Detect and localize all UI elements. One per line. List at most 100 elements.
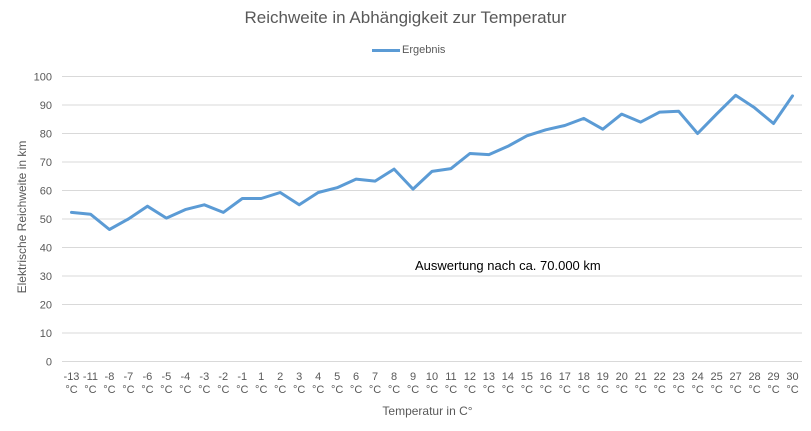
x-tick-label: °C: [445, 384, 457, 396]
y-tick-label: 30: [40, 271, 52, 283]
x-tick-label: 9: [410, 371, 416, 383]
x-tick-label: 15: [521, 371, 533, 383]
x-tick-label: 22: [654, 371, 666, 383]
y-tick-label: 80: [40, 129, 52, 141]
x-tick-label: °C: [654, 384, 666, 396]
x-tick-label: °C: [160, 384, 172, 396]
x-tick-label: -2: [218, 371, 228, 383]
x-tick-label: -7: [124, 371, 134, 383]
x-tick-label: °C: [84, 384, 96, 396]
x-tick-label: -11: [83, 371, 98, 383]
x-tick-label: °C: [122, 384, 134, 396]
x-tick-label: 28: [748, 371, 760, 383]
y-axis-ticks: 0 10 20 30 40 50 60 70 80 90 100: [34, 72, 52, 369]
x-tick-label: °C: [540, 384, 552, 396]
x-tick-label: °C: [141, 384, 153, 396]
y-tick-label: 10: [40, 328, 52, 340]
x-tick-label: °C: [217, 384, 229, 396]
x-tick-label: °C: [502, 384, 514, 396]
x-tick-label: 17: [559, 371, 571, 383]
x-tick-label: °C: [369, 384, 381, 396]
legend-label: Ergebnis: [402, 44, 446, 56]
x-tick-label: °C: [103, 384, 115, 396]
annotation-text: Auswertung nach ca. 70.000 km: [415, 258, 601, 273]
y-tick-label: 100: [34, 72, 52, 84]
x-tick-label: 20: [616, 371, 628, 383]
y-tick-label: 60: [40, 186, 52, 198]
x-tick-label: 18: [578, 371, 590, 383]
x-tick-label: 7: [372, 371, 378, 383]
x-tick-label: °C: [521, 384, 533, 396]
x-tick-label: °C: [729, 384, 741, 396]
x-tick-label: °C: [691, 384, 703, 396]
x-axis-ticks: -13°C-11°C-8°C-7°C-6°C-5°C-4°C-3°C-2°C-1…: [64, 371, 799, 396]
x-tick-label: 3: [296, 371, 302, 383]
x-tick-label: °C: [179, 384, 191, 396]
x-tick-label: -13: [64, 371, 80, 383]
x-tick-label: °C: [559, 384, 571, 396]
x-tick-label: 19: [597, 371, 609, 383]
x-tick-label: 8: [391, 371, 397, 383]
x-tick-label: °C: [331, 384, 343, 396]
x-tick-label: °C: [578, 384, 590, 396]
y-tick-label: 50: [40, 214, 52, 226]
x-tick-label: 16: [540, 371, 552, 383]
x-tick-label: -1: [237, 371, 247, 383]
gridlines: [62, 76, 802, 362]
x-tick-label: 25: [710, 371, 722, 383]
y-tick-label: 0: [46, 357, 52, 369]
x-tick-label: °C: [710, 384, 722, 396]
x-tick-label: 27: [729, 371, 741, 383]
x-tick-label: °C: [236, 384, 248, 396]
x-tick-label: °C: [388, 384, 400, 396]
x-tick-label: °C: [198, 384, 210, 396]
x-tick-label: °C: [635, 384, 647, 396]
x-tick-label: °C: [464, 384, 476, 396]
x-tick-label: °C: [483, 384, 495, 396]
x-tick-label: -4: [180, 371, 190, 383]
x-tick-label: °C: [407, 384, 419, 396]
legend-line-swatch: [372, 48, 400, 52]
x-tick-label: °C: [786, 384, 798, 396]
x-tick-label: -3: [199, 371, 209, 383]
x-tick-label: 11: [445, 371, 456, 383]
x-tick-label: 10: [426, 371, 438, 383]
x-tick-label: °C: [274, 384, 286, 396]
x-tick-label: °C: [616, 384, 628, 396]
x-tick-label: 5: [334, 371, 340, 383]
x-tick-label: 14: [502, 371, 514, 383]
x-tick-label: -8: [105, 371, 115, 383]
x-tick-label: °C: [65, 384, 77, 396]
y-tick-label: 90: [40, 100, 52, 112]
x-tick-label: 23: [673, 371, 685, 383]
x-tick-label: °C: [350, 384, 362, 396]
y-tick-label: 70: [40, 157, 52, 169]
x-tick-label: °C: [748, 384, 760, 396]
x-tick-label: -6: [142, 371, 152, 383]
x-tick-label: 30: [786, 371, 798, 383]
x-tick-label: 1: [258, 371, 264, 383]
x-tick-label: 13: [483, 371, 495, 383]
x-tick-label: 21: [635, 371, 647, 383]
x-tick-label: 6: [353, 371, 359, 383]
x-tick-label: 2: [277, 371, 283, 383]
x-axis-title: Temperatur in C°: [382, 404, 473, 418]
x-tick-label: °C: [255, 384, 267, 396]
x-tick-label: 24: [692, 371, 704, 383]
x-tick-label: 4: [315, 371, 321, 383]
series-line-ergebnis: [70, 93, 794, 231]
x-tick-label: °C: [597, 384, 609, 396]
chart-title: Reichweite in Abhängigkeit zur Temperatu…: [244, 8, 567, 27]
x-tick-label: °C: [672, 384, 684, 396]
x-tick-label: 29: [767, 371, 779, 383]
x-tick-label: °C: [767, 384, 779, 396]
y-tick-label: 40: [40, 243, 52, 255]
legend: Ergebnis: [372, 44, 445, 56]
x-tick-label: °C: [293, 384, 305, 396]
x-tick-label: -5: [161, 371, 171, 383]
x-tick-label: °C: [312, 384, 324, 396]
y-tick-label: 20: [40, 300, 52, 312]
x-tick-label: 12: [464, 371, 476, 383]
x-tick-label: °C: [426, 384, 438, 396]
